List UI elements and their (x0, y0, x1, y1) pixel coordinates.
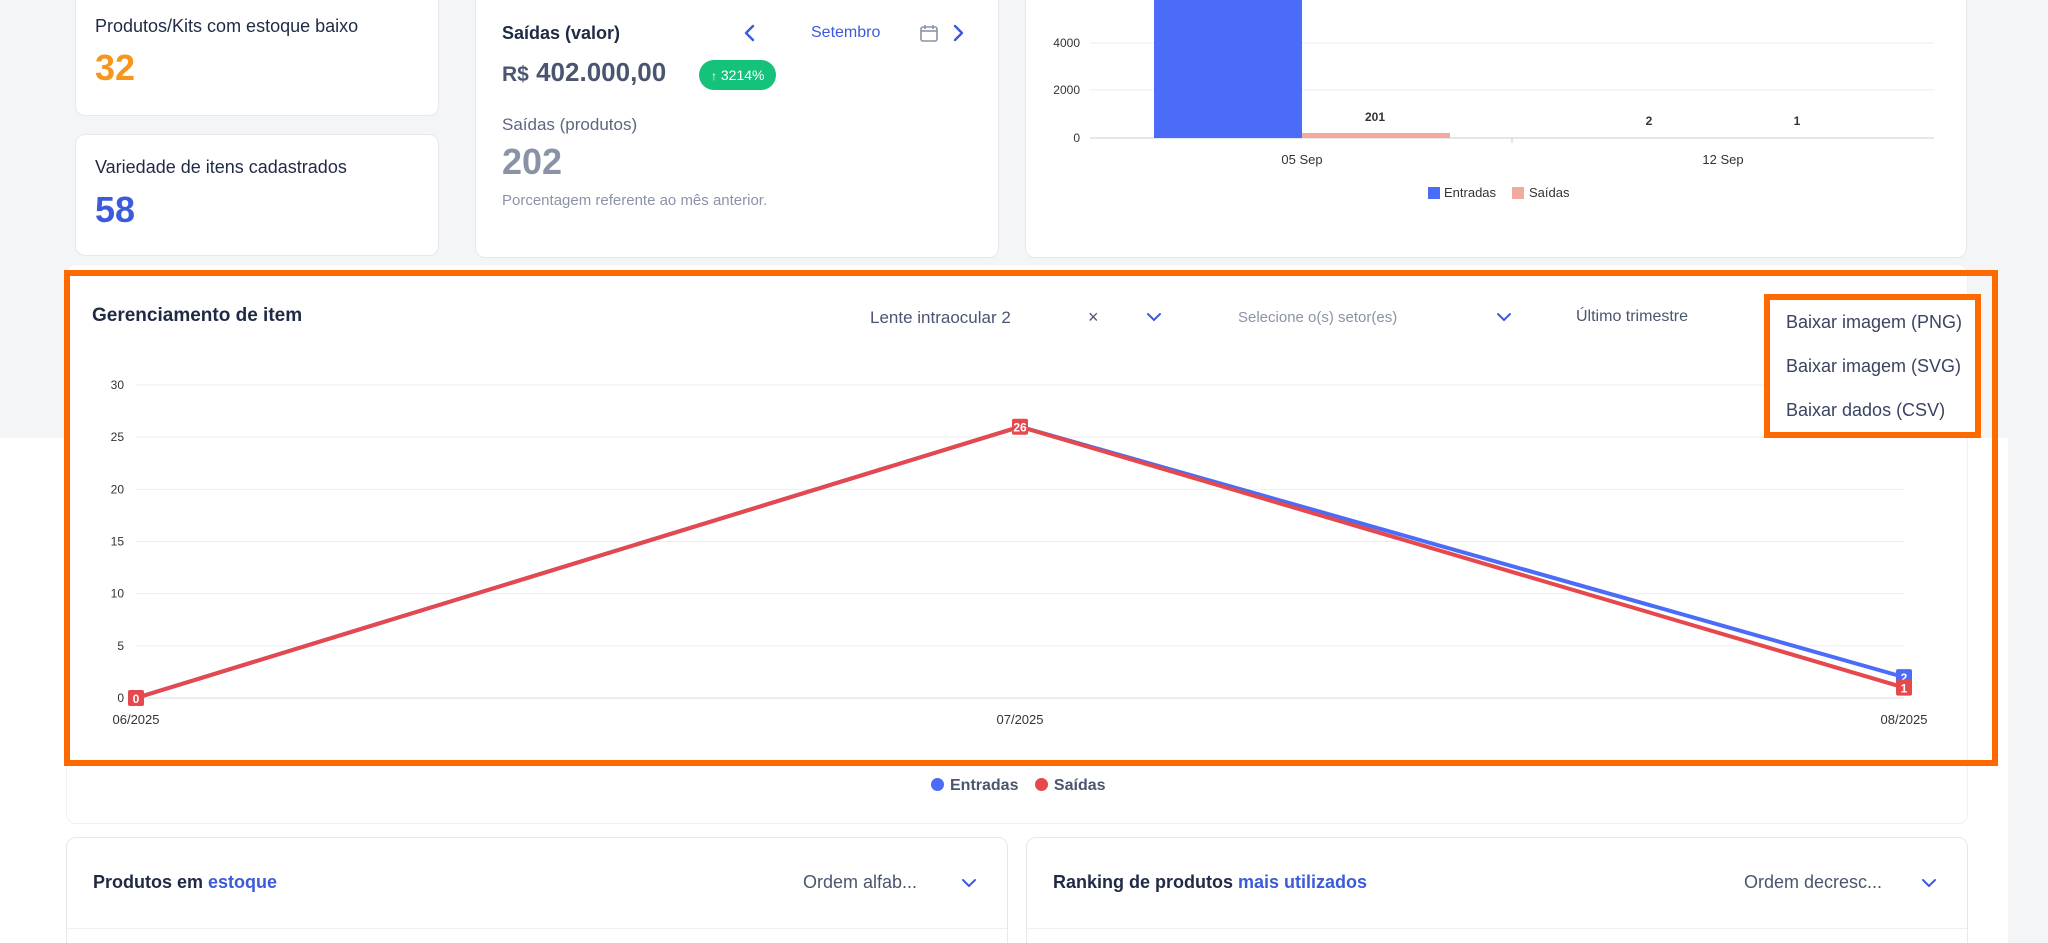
arrow-up-icon: ↑ (711, 69, 717, 83)
y-tick-label: 5 (117, 639, 124, 653)
series-line-saídas[interactable] (135, 424, 1905, 700)
top-bar-chart: 4000 2000 0 201 2 1 05 Sep 12 Sep Entrad… (1053, 0, 1934, 200)
bar-entradas-05sep[interactable] (1154, 0, 1302, 138)
item-management-card (66, 264, 1968, 824)
x-tick-label: 08/2025 (1881, 712, 1928, 727)
legend-saidas-item[interactable]: Saídas (1034, 777, 1106, 794)
stock-products-card: Produtos em estoque Ordem alfab... (66, 837, 1008, 943)
period-select[interactable]: Último trimestre (1576, 308, 1689, 325)
low-stock-label: Produtos/Kits com estoque baixo (95, 16, 359, 36)
stock-title-prefix: Produtos em (93, 872, 209, 892)
low-stock-value: 32 (95, 47, 136, 88)
y-tick-label: 30 (111, 378, 125, 392)
x-tick-label: 06/2025 (113, 712, 160, 727)
data-label: 0 (133, 692, 140, 706)
next-month-icon[interactable] (950, 23, 966, 43)
scroll-gutter (2008, 0, 2048, 943)
card-divider (67, 928, 1007, 929)
x-tick-label: 07/2025 (997, 712, 1044, 727)
data-point-saídas[interactable] (1896, 679, 1912, 696)
legend-entradas-swatch (1428, 187, 1440, 199)
stock-title-accent: estoque (208, 872, 278, 892)
y-tick-label: 25 (111, 430, 125, 444)
data-label: 1 (1901, 682, 1908, 696)
chevron-down-icon[interactable] (1495, 310, 1513, 324)
top-data-label: 201 (1365, 110, 1385, 124)
legend-saidas-label[interactable]: Saídas (1529, 185, 1570, 200)
series-line-entradas[interactable] (135, 424, 1905, 700)
ranking-title-accent: mais utilizados (1238, 872, 1368, 892)
sector-select-placeholder: Selecione o(s) setor(es) (1238, 309, 1398, 326)
ranking-sort-select[interactable]: Ordem decresc... (1744, 872, 1882, 893)
saidas-card: Saídas (valor) Setembro R$ 402.000,00 ↑ … (475, 0, 999, 258)
products-label: Saídas (produtos) (502, 115, 638, 134)
month-label[interactable]: Setembro (811, 24, 881, 41)
prev-month-icon[interactable] (742, 23, 758, 43)
growth-badge: ↑ 3214% (699, 60, 777, 90)
top-y-tick: 0 (1073, 131, 1080, 145)
top-data-label: 2 (1646, 114, 1653, 128)
calendar-icon[interactable] (919, 23, 939, 43)
y-tick-label: 20 (111, 482, 125, 496)
y-tick-label: 0 (117, 691, 124, 705)
currency-symbol: R$ (502, 63, 529, 86)
chevron-down-icon[interactable] (1145, 310, 1163, 324)
top-x-tick: 05 Sep (1281, 152, 1322, 167)
ranking-title-prefix: Ranking de produtos (1053, 872, 1239, 892)
export-png-item[interactable]: Baixar imagem (PNG) (1786, 312, 1963, 332)
bar-saidas-05sep[interactable] (1302, 133, 1450, 138)
variety-value: 58 (95, 189, 136, 230)
chevron-down-icon[interactable] (960, 876, 978, 890)
low-stock-card[interactable]: Produtos/Kits com estoque baixo 32 (75, 0, 439, 116)
export-menu (1764, 294, 1981, 438)
legend-entradas-dot (931, 778, 944, 791)
export-svg-item[interactable]: Baixar imagem (SVG) (1786, 356, 1962, 376)
data-label: 26 (1013, 421, 1027, 435)
legend-saidas-text: Saídas (1053, 777, 1106, 794)
data-point-saídas[interactable] (128, 690, 144, 706)
legend-entradas-label[interactable]: Entradas (1444, 185, 1497, 200)
saidas-amount: R$ 402.000,00 (502, 57, 666, 88)
data-point-saídas[interactable] (1012, 418, 1028, 435)
legend-saidas-dot (1034, 778, 1048, 791)
ranking-sort-value: Ordem decresc... (1744, 872, 1883, 892)
stock-sort-select[interactable]: Ordem alfab... (803, 872, 917, 893)
sector-select[interactable]: Selecione o(s) setor(es) (1238, 306, 1513, 332)
data-label: 2 (1901, 671, 1908, 685)
item-select[interactable]: Lente intraocular 2 × (870, 306, 1165, 332)
top-chart-card: 4000 2000 0 201 2 1 05 Sep 12 Sep Entrad… (1025, 0, 1967, 258)
growth-value: 3214% (720, 67, 765, 83)
variety-card[interactable]: Variedade de itens cadastrados 58 (75, 134, 439, 256)
top-y-tick: 2000 (1053, 83, 1080, 97)
products-value: 202 (502, 141, 563, 182)
ranking-title: Ranking de produtos mais utilizados (1053, 872, 1367, 893)
ranking-products-card: Ranking de produtos mais utilizados Orde… (1026, 837, 1968, 943)
card-divider (1027, 928, 1967, 929)
legend-saidas-swatch (1512, 187, 1524, 199)
top-data-label: 1 (1794, 114, 1801, 128)
stock-sort-value: Ordem alfab... (803, 872, 918, 892)
saidas-title: Saídas (valor) (502, 23, 621, 43)
amount-value: 402.000,00 (536, 57, 667, 87)
stock-products-title: Produtos em estoque (93, 872, 277, 893)
chevron-down-icon[interactable] (1920, 876, 1938, 890)
top-y-tick: 4000 (1053, 36, 1080, 50)
y-tick-label: 10 (111, 587, 125, 601)
item-select-value: Lente intraocular 2 (870, 308, 1011, 327)
y-tick-label: 15 (111, 535, 125, 549)
item-management-title: Gerenciamento de item (92, 305, 303, 326)
top-x-tick: 12 Sep (1702, 152, 1743, 167)
export-csv-item[interactable]: Baixar dados (CSV) (1786, 400, 1946, 420)
clear-icon[interactable]: × (1088, 307, 1099, 327)
comparison-note: Porcentagem referente ao mês anterior. (502, 192, 768, 209)
legend-entradas-text: Entradas (950, 777, 1019, 794)
legend-entradas-item[interactable]: Entradas (931, 777, 1018, 794)
top-y-axis: 4000 2000 0 (1053, 36, 1080, 145)
line-chart-legend: Entradas Saídas (931, 777, 1106, 795)
variety-label: Variedade de itens cadastrados (95, 157, 347, 177)
